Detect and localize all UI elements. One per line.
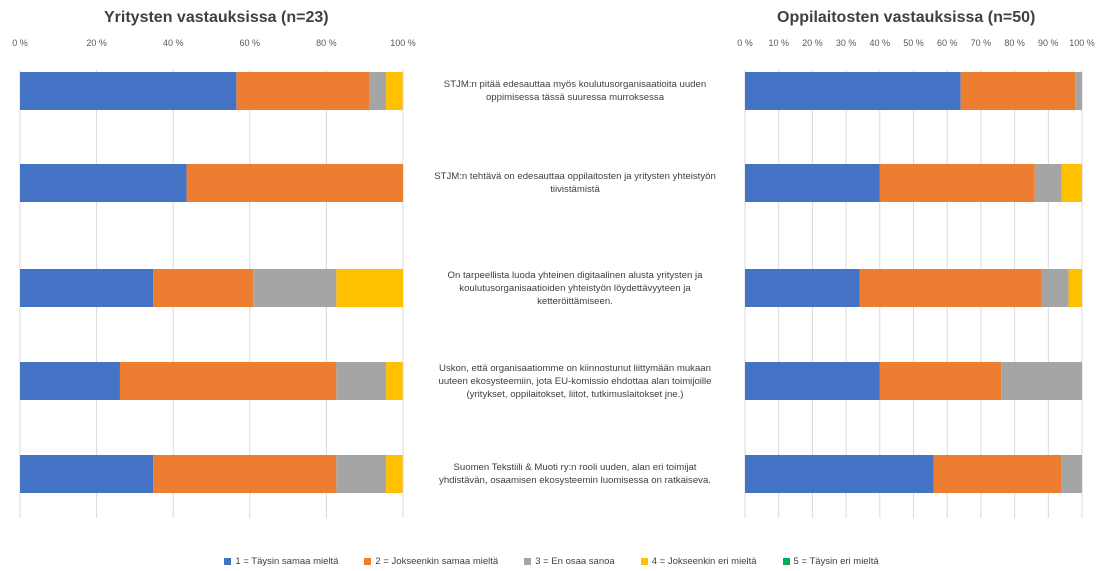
legend-label-5: 5 = Täysin eri mieltä: [793, 556, 879, 567]
left-bar-r2-s2: [186, 164, 403, 202]
legend: 1 = Täysin samaa mieltä 2 = Jokseenkin s…: [0, 556, 1103, 567]
left-bar-r1-s3: [369, 72, 387, 110]
left-tick-label: 40 %: [163, 38, 184, 48]
left-bar-r3-s1: [20, 269, 154, 307]
legend-label-4: 4 = Jokseenkin eri mieltä: [651, 556, 757, 567]
legend-swatch-3: [524, 558, 532, 565]
left-tick-label: 0 %: [12, 38, 28, 48]
left-tick-label: 60 %: [240, 38, 261, 48]
legend-item-4: 4 = Jokseenkin eri mieltä: [640, 556, 757, 567]
legend-label-2: 2 = Jokseenkin samaa mieltä: [375, 556, 499, 567]
left-bar-r1-s2: [236, 72, 370, 110]
legend-item-3: 3 = En osaa sanoa: [524, 556, 615, 567]
left-bar-r4-s3: [336, 362, 387, 400]
right-bar-r3-s3: [1041, 269, 1069, 307]
statement-line: Suomen Tekstiili & Muoti ry:n rooli uude…: [453, 462, 697, 473]
right-bar-r1-s3: [1075, 72, 1082, 110]
right-bar-r4-s1: [745, 362, 880, 400]
statement-label: Uskon, että organisaatiomme on kiinnostu…: [410, 362, 740, 401]
legend-label-1: 1 = Täysin samaa mieltä: [235, 556, 339, 567]
left-bar-r3-s3: [253, 269, 337, 307]
right-bar-r5-s2: [933, 455, 1062, 493]
statement-line: ketteröittämiseen.: [537, 295, 613, 307]
statement-line: oppimisessa tässä suuressa murroksessa: [485, 92, 665, 103]
legend-item-2: 2 = Jokseenkin samaa mieltä: [364, 556, 498, 567]
left-bar-r5-s2: [153, 455, 337, 493]
right-tick-label: 30 %: [836, 38, 857, 48]
left-bar-r3-s4: [336, 269, 403, 307]
left-bar-r2-s1: [20, 164, 187, 202]
right-tick-label: 50 %: [903, 38, 924, 48]
right-bar-r5-s3: [1061, 455, 1082, 493]
right-bar-r1-s1: [745, 72, 961, 110]
right-bar-r5-s1: [745, 455, 934, 493]
statement-line: Uskon, että organisaatiomme on kiinnostu…: [439, 362, 711, 374]
right-bar-r3-s1: [745, 269, 860, 307]
left-bar-r1-s1: [20, 72, 237, 110]
statement-line: uuteen ekosysteemiin, jota EU-komissio e…: [438, 375, 712, 387]
left-bar-r5-s1: [20, 455, 154, 493]
right-bar-r4-s3: [1001, 362, 1082, 400]
right-bar-r1-s2: [960, 72, 1076, 110]
statement-line: yhdistävän, osaamisen ekosysteemin luomi…: [439, 475, 711, 486]
statement-label: STJM:n tehtävä on edesauttaa oppilaitost…: [410, 170, 740, 196]
left-tick-label: 20 %: [86, 38, 107, 48]
right-bar-r2-s2: [879, 164, 1035, 202]
right-bar-r3-s2: [859, 269, 1042, 307]
left-bar-r4-s1: [20, 362, 120, 400]
right-tick-label: 100 %: [1069, 38, 1095, 48]
statement-label: STJM:n pitää edesauttaa myös koulutusorg…: [410, 78, 740, 104]
statement-label: Suomen Tekstiili & Muoti ry:n rooli uude…: [410, 461, 740, 487]
left-chart-title: Yritysten vastauksissa (n=23): [104, 9, 329, 26]
right-chart-title: Oppilaitosten vastauksissa (n=50): [777, 9, 1036, 26]
left-bar-r5-s4: [386, 455, 403, 493]
left-bar-r4-s2: [119, 362, 337, 400]
right-tick-label: 80 %: [1004, 38, 1025, 48]
right-tick-label: 10 %: [768, 38, 789, 48]
statement-line: STJM:n pitää edesauttaa myös koulutusorg…: [443, 79, 707, 90]
legend-swatch-4: [640, 558, 648, 565]
legend-item-1: 1 = Täysin samaa mieltä: [224, 556, 338, 567]
statement-line: koulutusorganisaatioiden yhteistyön löyd…: [459, 282, 691, 294]
statement-line: STJM:n tehtävä on edesauttaa oppilaitost…: [434, 171, 716, 182]
left-bar-r4-s4: [386, 362, 403, 400]
legend-item-5: 5 = Täysin eri mieltä: [782, 556, 879, 567]
right-tick-label: 70 %: [971, 38, 992, 48]
statement-line: tiivistämistä: [550, 184, 600, 195]
statement-line: On tarpeellista luoda yhteinen digitaali…: [447, 269, 703, 281]
legend-swatch-5: [782, 558, 790, 565]
statement-label: On tarpeellista luoda yhteinen digitaali…: [410, 269, 740, 308]
right-bar-r2-s4: [1061, 164, 1082, 202]
right-tick-label: 60 %: [937, 38, 958, 48]
right-tick-label: 20 %: [802, 38, 823, 48]
right-tick-label: 90 %: [1038, 38, 1059, 48]
right-bar-r2-s3: [1034, 164, 1062, 202]
right-tick-label: 40 %: [870, 38, 891, 48]
left-tick-label: 100 %: [390, 38, 416, 48]
left-tick-label: 80 %: [316, 38, 337, 48]
right-bar-r4-s2: [879, 362, 1002, 400]
left-bar-r5-s3: [336, 455, 387, 493]
left-bar-r1-s4: [386, 72, 403, 110]
legend-swatch-2: [364, 558, 372, 565]
left-bar-r3-s2: [153, 269, 254, 307]
right-tick-label: 0 %: [737, 38, 753, 48]
legend-swatch-1: [224, 558, 232, 565]
right-bar-r2-s1: [745, 164, 880, 202]
legend-label-3: 3 = En osaa sanoa: [535, 556, 615, 567]
right-bar-r3-s4: [1068, 269, 1082, 307]
statement-line: (yritykset, oppilaitokset, liitot, tutki…: [466, 388, 684, 400]
